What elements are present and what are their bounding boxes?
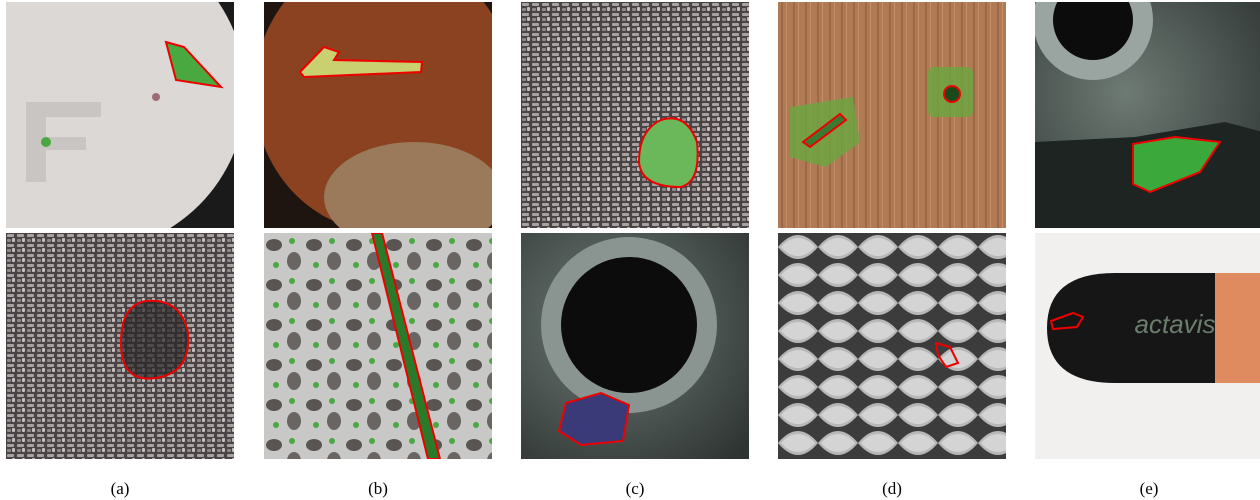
panel-label: (d): [882, 479, 902, 498]
panel-label: (c): [626, 479, 645, 498]
panel-label: (b): [368, 479, 388, 498]
image-e-top: [1035, 2, 1260, 228]
image-d-bottom: [778, 233, 1006, 459]
panel-label: (e): [1140, 479, 1159, 498]
image-a-top: [6, 2, 234, 228]
image-c-bottom: [521, 233, 749, 459]
image-c-top: [521, 2, 749, 228]
image-e-bottom: actavis: [1035, 233, 1260, 459]
capsule-text: actavis: [1135, 309, 1216, 339]
panel-label: (a): [111, 479, 130, 498]
image-a-bottom: [6, 233, 234, 459]
image-b-top: [264, 2, 492, 228]
image-b-bottom: [264, 233, 492, 459]
image-d-top: [778, 2, 1006, 228]
